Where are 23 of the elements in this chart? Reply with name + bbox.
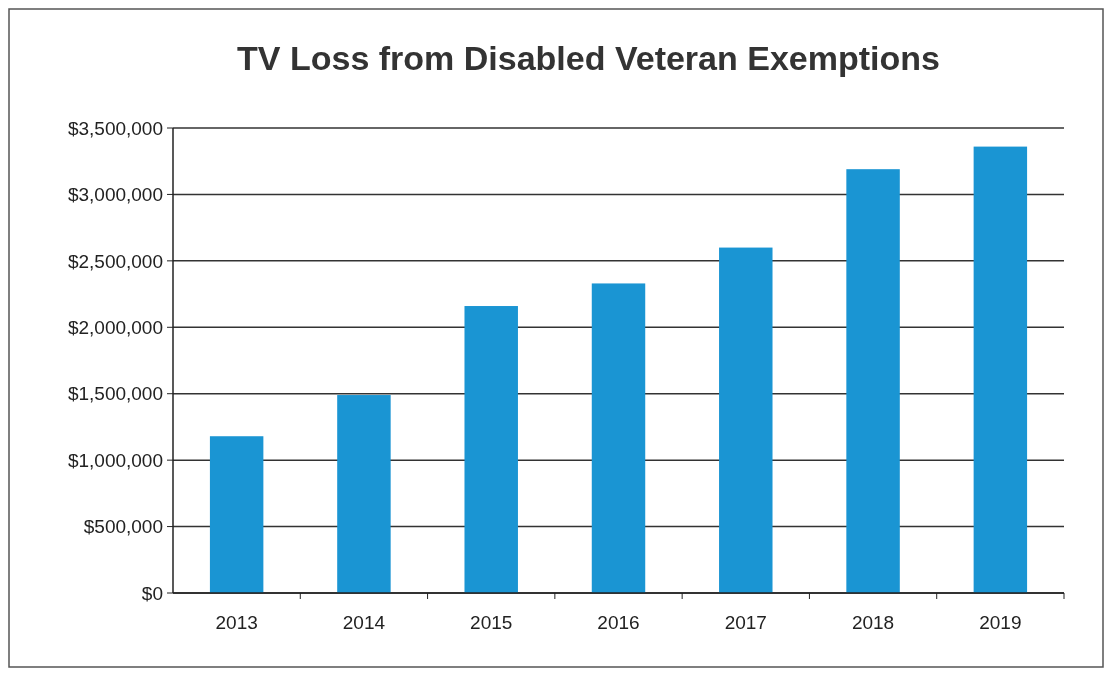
x-tick-label: 2019: [979, 612, 1022, 633]
y-tick-label: $1,500,000: [67, 383, 163, 405]
y-tick-label: $3,500,000: [67, 117, 163, 139]
y-tick-label: $2,000,000: [67, 316, 163, 338]
bar: [846, 169, 900, 593]
x-tick-label: 2014: [342, 612, 386, 633]
x-tick-label: 2017: [724, 612, 767, 633]
chart-title: TV Loss from Disabled Veteran Exemptions: [237, 39, 940, 77]
y-tick-label: $2,500,000: [67, 250, 163, 272]
y-tick-label: $0: [141, 582, 163, 604]
bar: [973, 146, 1028, 593]
x-tick-label: 2018: [851, 612, 895, 633]
x-tick-label: 2013: [215, 612, 258, 633]
bar: [464, 306, 518, 593]
bar: [209, 436, 264, 593]
bar: [719, 247, 773, 593]
y-tick-label: $1,000,000: [67, 449, 163, 471]
x-tick-label: 2016: [597, 612, 640, 633]
y-tick-label: $3,000,000: [67, 184, 163, 206]
x-tick-label: 2015: [470, 612, 513, 633]
y-tick-label: $500,000: [83, 516, 163, 538]
bar: [337, 395, 391, 593]
bar: [591, 283, 646, 593]
